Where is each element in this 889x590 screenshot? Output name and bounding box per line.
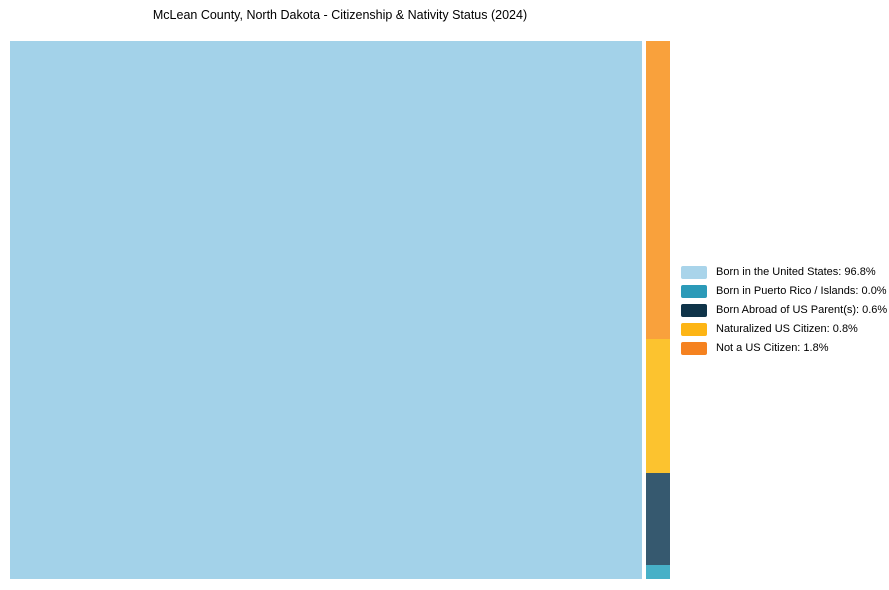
- chart-title: McLean County, North Dakota - Citizenshi…: [152, 8, 528, 22]
- legend-item: Born in Puerto Rico / Islands: 0.0%: [681, 285, 887, 298]
- legend: Born in the United States: 96.8% Born in …: [681, 266, 887, 355]
- legend-swatch: [681, 285, 707, 298]
- legend-label: Naturalized US Citizen: 0.8%: [716, 323, 858, 335]
- legend-item: Naturalized US Citizen: 0.8%: [681, 323, 887, 336]
- legend-swatch: [681, 266, 707, 279]
- treemap-segment: [646, 339, 670, 473]
- legend-label: Born in Puerto Rico / Islands: 0.0%: [716, 285, 887, 297]
- legend-item: Not a US Citizen: 1.8%: [681, 342, 887, 355]
- legend-item: Born in the United States: 96.8%: [681, 266, 887, 279]
- treemap-segment: [646, 473, 670, 565]
- treemap-segment: [646, 565, 670, 579]
- legend-swatch: [681, 323, 707, 336]
- legend-swatch: [681, 304, 707, 317]
- treemap-segment: [10, 41, 642, 579]
- treemap-segment: [646, 41, 670, 339]
- legend-swatch: [681, 342, 707, 355]
- legend-label: Not a US Citizen: 1.8%: [716, 342, 829, 354]
- legend-item: Born Abroad of US Parent(s): 0.6%: [681, 304, 887, 317]
- legend-label: Born Abroad of US Parent(s): 0.6%: [716, 304, 888, 316]
- legend-label: Born in the United States: 96.8%: [716, 266, 876, 278]
